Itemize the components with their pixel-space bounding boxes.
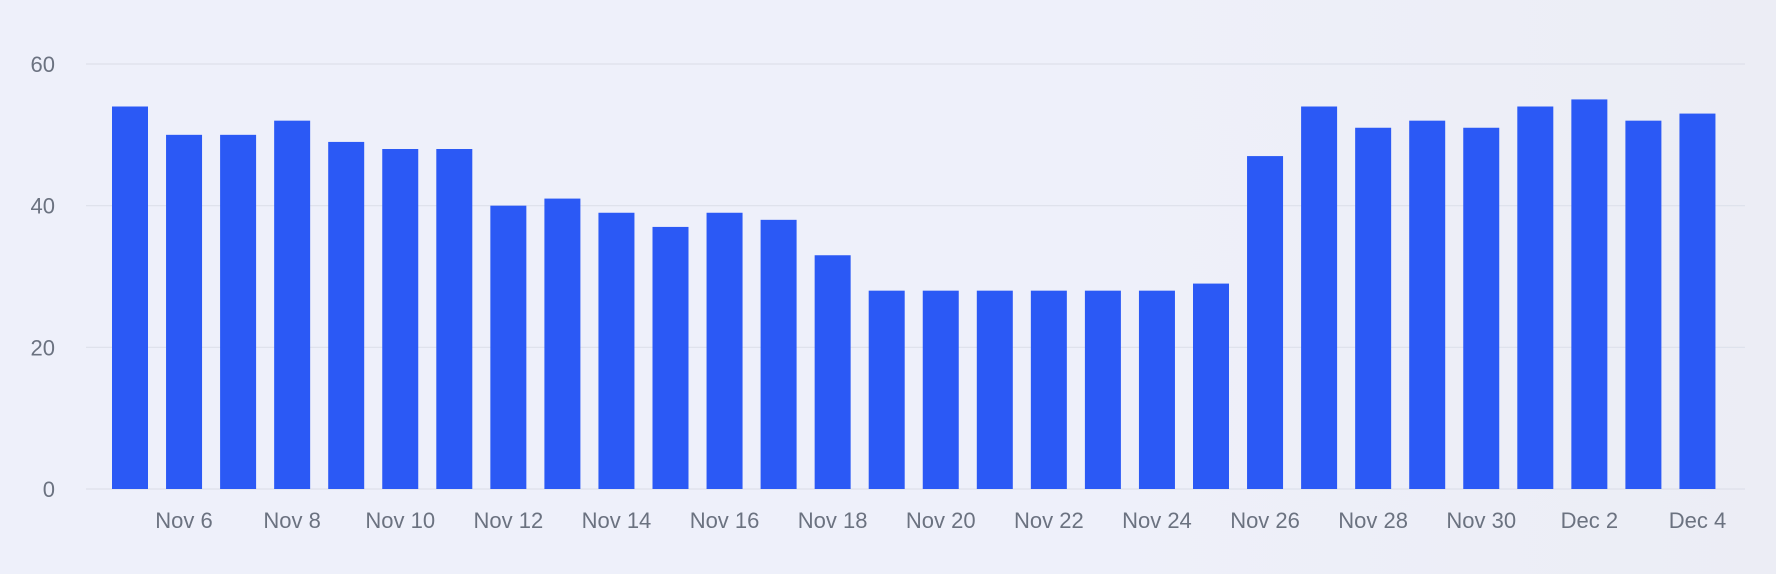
bar[interactable] [1084, 290, 1121, 489]
bar[interactable] [166, 134, 203, 490]
bar[interactable] [1247, 156, 1284, 490]
bar[interactable] [1193, 283, 1229, 489]
bar[interactable] [814, 255, 851, 489]
x-tick-label: Nov 16 [690, 508, 760, 533]
x-tick-label: Nov 12 [473, 508, 543, 533]
x-tick-label: Nov 18 [798, 508, 868, 533]
x-tick-label: Nov 6 [155, 508, 212, 533]
x-tick-label: Nov 22 [1014, 508, 1084, 533]
x-tick-label: Nov 24 [1122, 508, 1192, 533]
bar[interactable] [1625, 120, 1662, 490]
bar[interactable] [868, 290, 905, 489]
bar[interactable] [112, 106, 148, 490]
bar[interactable] [328, 141, 365, 489]
bar[interactable] [382, 149, 419, 489]
bar[interactable] [274, 120, 311, 490]
bar[interactable] [1355, 127, 1392, 489]
bar[interactable] [1571, 99, 1608, 490]
bar[interactable] [1301, 106, 1338, 490]
x-tick-label: Nov 26 [1230, 508, 1300, 533]
x-tick-label: Nov 10 [365, 508, 435, 533]
y-axis-ticks: 0 20 40 60 [31, 52, 55, 502]
x-tick-label: Dec 4 [1669, 508, 1726, 533]
bar[interactable] [760, 219, 797, 490]
bar[interactable] [490, 205, 527, 489]
bar[interactable] [544, 198, 581, 490]
bar[interactable] [1138, 290, 1175, 489]
bars-layer [112, 99, 1716, 490]
bar[interactable] [706, 212, 743, 489]
y-tick-label: 20 [31, 335, 55, 360]
y-tick-label: 40 [31, 194, 55, 219]
x-tick-label: Nov 14 [582, 508, 652, 533]
bar[interactable] [652, 226, 689, 489]
bar[interactable] [598, 212, 635, 489]
bar[interactable] [1030, 290, 1067, 489]
x-tick-label: Nov 30 [1446, 508, 1516, 533]
y-tick-label: 0 [43, 477, 55, 502]
bar[interactable] [1463, 127, 1500, 489]
bar[interactable] [922, 290, 959, 489]
bar[interactable] [976, 290, 1013, 489]
x-tick-label: Nov 8 [263, 508, 320, 533]
x-axis-ticks: Nov 6 Nov 8 Nov 10 Nov 12 Nov 14 Nov 16 Nov 18… [155, 508, 1726, 533]
bar[interactable] [1409, 120, 1446, 490]
bar[interactable] [1679, 113, 1716, 489]
x-tick-label: Dec 2 [1561, 508, 1618, 533]
x-tick-label: Nov 20 [906, 508, 976, 533]
bar[interactable] [1517, 106, 1554, 490]
y-tick-label: 60 [31, 52, 55, 77]
bar[interactable] [436, 149, 473, 489]
x-tick-label: Nov 28 [1338, 508, 1408, 533]
bar[interactable] [220, 134, 257, 490]
